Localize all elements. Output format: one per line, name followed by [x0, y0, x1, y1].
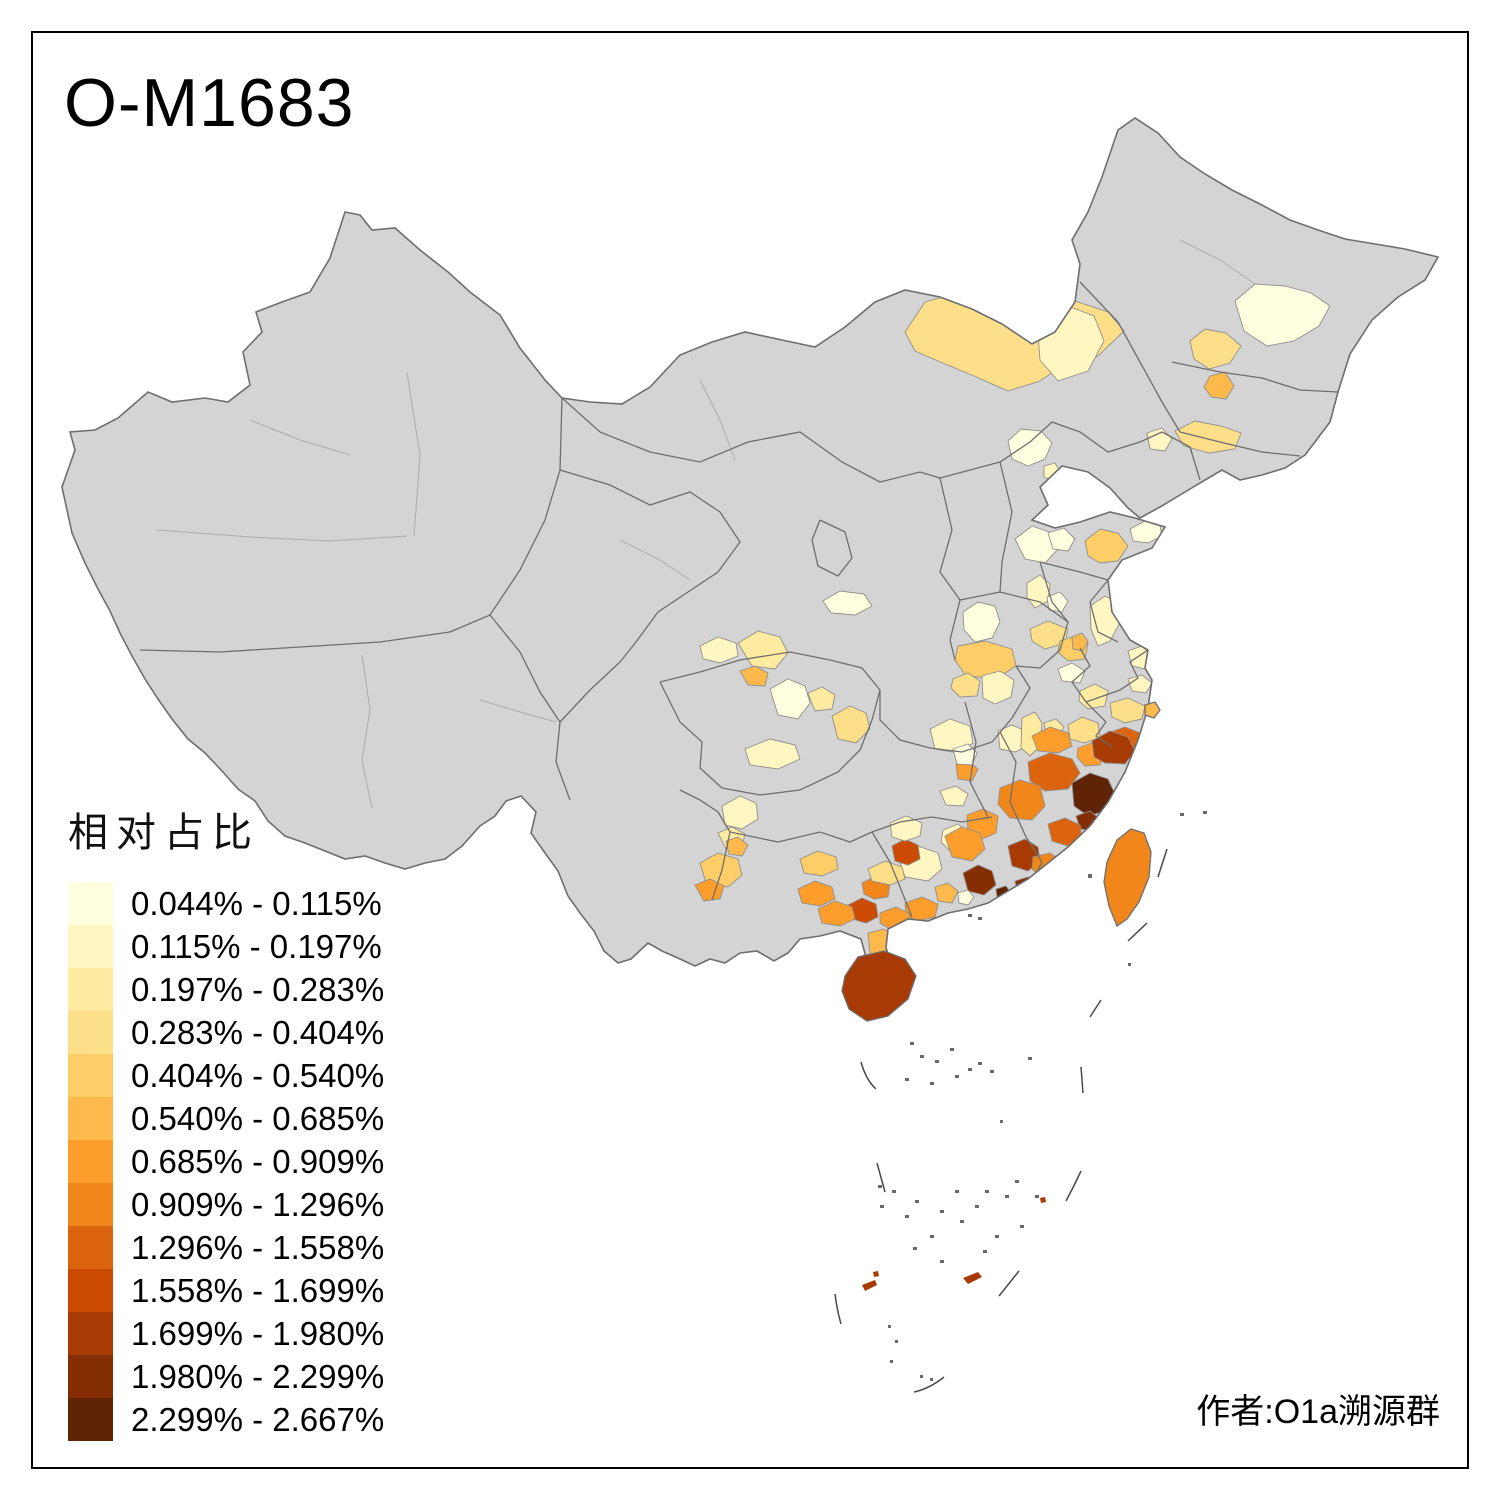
- legend-label: 0.197% - 0.283%: [131, 970, 385, 1008]
- islet-colored-2: [862, 1280, 877, 1291]
- legend-row: 1.296% - 1.558%: [68, 1226, 384, 1269]
- legend-label: 0.909% - 1.296%: [131, 1185, 385, 1223]
- region-cq1: [831, 705, 871, 744]
- sea-islets: [878, 811, 1207, 1381]
- legend-label: 0.283% - 0.404%: [131, 1013, 385, 1051]
- legend-swatch: [68, 1183, 113, 1226]
- legend-row: 1.558% - 1.699%: [68, 1269, 384, 1312]
- region-ah2: [1071, 632, 1089, 652]
- region-gx7: [799, 850, 839, 877]
- legend-row: 0.909% - 1.296%: [68, 1183, 384, 1226]
- sea-boundary-dashes: [834, 848, 1168, 1393]
- legend-row: 2.299% - 2.667%: [68, 1398, 384, 1441]
- region-gx4: [867, 860, 906, 886]
- region-sc4: [807, 686, 836, 712]
- legend-label: 1.980% - 2.299%: [131, 1357, 385, 1395]
- legend-label: 0.685% - 0.909%: [131, 1142, 385, 1180]
- map-title: O-M1683: [64, 65, 355, 141]
- region-ln1: [1174, 420, 1242, 454]
- region-gz1: [721, 795, 759, 830]
- legend-row: 0.115% - 0.197%: [68, 925, 384, 968]
- region-hlj1: [1234, 283, 1331, 347]
- region-gd6: [934, 882, 959, 904]
- region-sd1: [1084, 528, 1129, 564]
- legend-swatch: [68, 1398, 113, 1441]
- legend-row: 0.197% - 0.283%: [68, 968, 384, 1011]
- plot-frame: [31, 31, 1469, 1469]
- legend-swatch: [68, 925, 113, 968]
- region-shx1: [962, 601, 1001, 643]
- region-bj1: [1007, 428, 1053, 467]
- region-gd7: [957, 889, 975, 906]
- legend-label: 1.699% - 1.980%: [131, 1314, 385, 1352]
- region-sc2: [739, 665, 769, 687]
- islet-colored-4: [1040, 1197, 1046, 1203]
- legend-label: 1.558% - 1.699%: [131, 1271, 385, 1309]
- region-sd2: [1047, 527, 1076, 552]
- legend-rows: 0.044% - 0.115% 0.115% - 0.197% 0.197% - 0…: [68, 882, 384, 1441]
- region-hainan: [841, 950, 917, 1022]
- region-taiwan: [1103, 828, 1152, 928]
- region-hun2: [939, 785, 969, 807]
- region-hb2: [950, 672, 981, 698]
- region-zj2: [1144, 701, 1161, 719]
- region-fj2: [1027, 752, 1081, 792]
- region-hen1: [954, 640, 1017, 680]
- legend-row: 0.044% - 0.115%: [68, 882, 384, 925]
- region-jl2: [1203, 371, 1235, 400]
- region-fj3: [1091, 730, 1136, 765]
- region-gs1: [822, 590, 873, 616]
- legend-swatch: [68, 1011, 113, 1054]
- legend-row: 1.699% - 1.980%: [68, 1312, 384, 1355]
- legend-swatch: [68, 1054, 113, 1097]
- prefecture-border-lines: [156, 239, 1259, 809]
- legend-swatch: [68, 1269, 113, 1312]
- legend-label: 1.296% - 1.558%: [131, 1228, 385, 1266]
- region-sc1: [737, 630, 789, 670]
- legend-swatch: [68, 1097, 113, 1140]
- islet-colored-3: [873, 1271, 879, 1277]
- region-jl1: [1189, 328, 1242, 370]
- region-gz2: [725, 836, 749, 857]
- islet-colored-1: [963, 1272, 982, 1284]
- legend-row: 0.404% - 0.540%: [68, 1054, 384, 1097]
- region-fj6: [997, 779, 1046, 821]
- region-sc5: [744, 738, 801, 770]
- region-hen4: [1057, 662, 1086, 684]
- legend-label: 0.044% - 0.115%: [131, 884, 382, 922]
- region-hb3: [981, 670, 1015, 705]
- legend-label: 2.299% - 2.667%: [131, 1400, 385, 1438]
- legend-swatch: [68, 1140, 113, 1183]
- legend-row: 0.540% - 0.685%: [68, 1097, 384, 1140]
- region-sh1: [1127, 674, 1153, 694]
- legend-swatch: [68, 968, 113, 1011]
- attribution-text: 作者:O1a溯源群: [1196, 1393, 1440, 1431]
- legend-title: 相对占比: [68, 811, 260, 855]
- legend-swatch: [68, 1312, 113, 1355]
- province-border-lines: [139, 281, 1339, 918]
- legend-label: 0.540% - 0.685%: [131, 1099, 385, 1137]
- legend-row: 0.283% - 0.404%: [68, 1011, 384, 1054]
- legend-row: 1.980% - 2.299%: [68, 1355, 384, 1398]
- region-zj1: [1109, 697, 1146, 724]
- legend-swatch: [68, 1226, 113, 1269]
- legend: 相对占比 0.044% - 0.115% 0.115% - 0.197% 0.197…: [68, 800, 384, 1441]
- legend-label: 0.115% - 0.197%: [131, 927, 382, 965]
- region-gd4: [944, 826, 986, 862]
- region-gx6: [797, 880, 836, 907]
- legend-label: 0.404% - 0.540%: [131, 1056, 385, 1094]
- region-fj1: [1031, 726, 1073, 754]
- region-sc6: [699, 636, 739, 664]
- region-sc3: [769, 678, 811, 720]
- choropleth-patches: [694, 283, 1331, 964]
- legend-swatch: [68, 1355, 113, 1398]
- legend-swatch: [68, 882, 113, 925]
- legend-row: 0.685% - 0.909%: [68, 1140, 384, 1183]
- region-gx5: [817, 900, 856, 927]
